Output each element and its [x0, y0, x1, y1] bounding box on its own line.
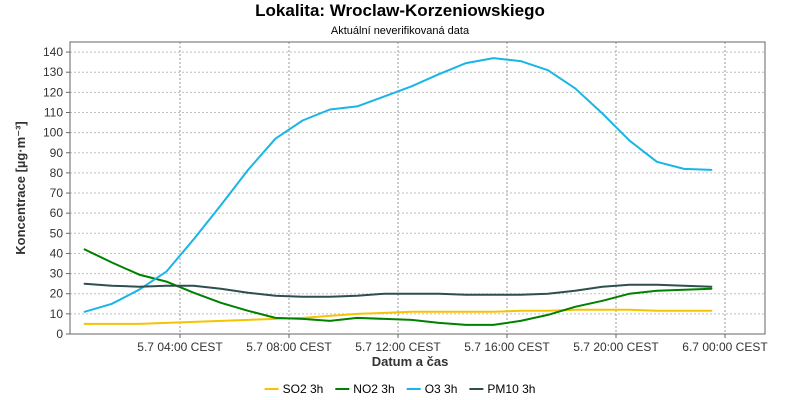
legend-item: O3 3h — [406, 382, 458, 396]
y-tick-label: 60 — [50, 206, 64, 220]
legend: SO2 3h NO2 3h O3 3h PM10 3h — [264, 382, 535, 396]
y-tick-label: 80 — [50, 166, 64, 180]
y-tick-label: 40 — [50, 246, 64, 260]
x-axis-title: Datum a čas — [372, 354, 449, 369]
y-tick-label: 140 — [43, 45, 63, 59]
plot-area — [69, 41, 766, 335]
legend-item: PM10 3h — [469, 382, 535, 396]
chart-title: Lokalita: Wroclaw-Korzeniowskiego — [255, 1, 545, 20]
x-tick-label: 5.7 08:00 CEST — [246, 340, 332, 354]
y-tick-label: 90 — [50, 146, 64, 160]
x-tick-label: 5.7 20:00 CEST — [573, 340, 659, 354]
legend-label: O3 3h — [425, 382, 458, 396]
series-lines — [83, 57, 713, 326]
legend-label: PM10 3h — [487, 382, 535, 396]
x-tick-label: 5.7 16:00 CEST — [464, 340, 550, 354]
x-tick-label: 6.7 00:00 CEST — [682, 340, 768, 354]
legend-label: NO2 3h — [353, 382, 394, 396]
series-line-pm10-3h — [83, 282, 713, 298]
y-tick-label: 10 — [50, 307, 64, 321]
y-tick-label: 50 — [50, 226, 64, 240]
grid-lines — [70, 42, 765, 335]
series-line-no2-3h — [83, 248, 713, 326]
x-axis: 5.7 04:00 CEST 5.7 08:00 CEST 5.7 12:00 CE… — [137, 334, 768, 354]
chart-subtitle: Aktuální neverifikovaná data — [330, 25, 470, 37]
series-line-o3-3h — [83, 57, 713, 313]
legend-label: SO2 3h — [283, 382, 324, 396]
y-tick-label: 110 — [44, 105, 63, 119]
legend-item: NO2 3h — [335, 382, 395, 396]
y-axis: 0 10 20 30 40 50 60 70 80 90 100 110 120 130 140 — [43, 45, 70, 341]
y-axis-title: Koncentrace [µg·m⁻³] — [13, 121, 28, 255]
y-tick-label: 70 — [50, 186, 64, 200]
y-tick-label: 100 — [43, 126, 63, 140]
y-tick-label: 120 — [43, 85, 63, 99]
y-tick-label: 20 — [50, 287, 64, 301]
x-tick-label: 5.7 12:00 CEST — [355, 340, 441, 354]
y-tick-label: 0 — [56, 327, 63, 341]
x-tick-label: 5.7 04:00 CEST — [137, 340, 223, 354]
y-tick-label: 130 — [43, 65, 63, 79]
legend-item: SO2 3h — [264, 382, 324, 396]
y-tick-label: 30 — [50, 267, 64, 281]
series-line-so2-3h — [83, 308, 713, 325]
